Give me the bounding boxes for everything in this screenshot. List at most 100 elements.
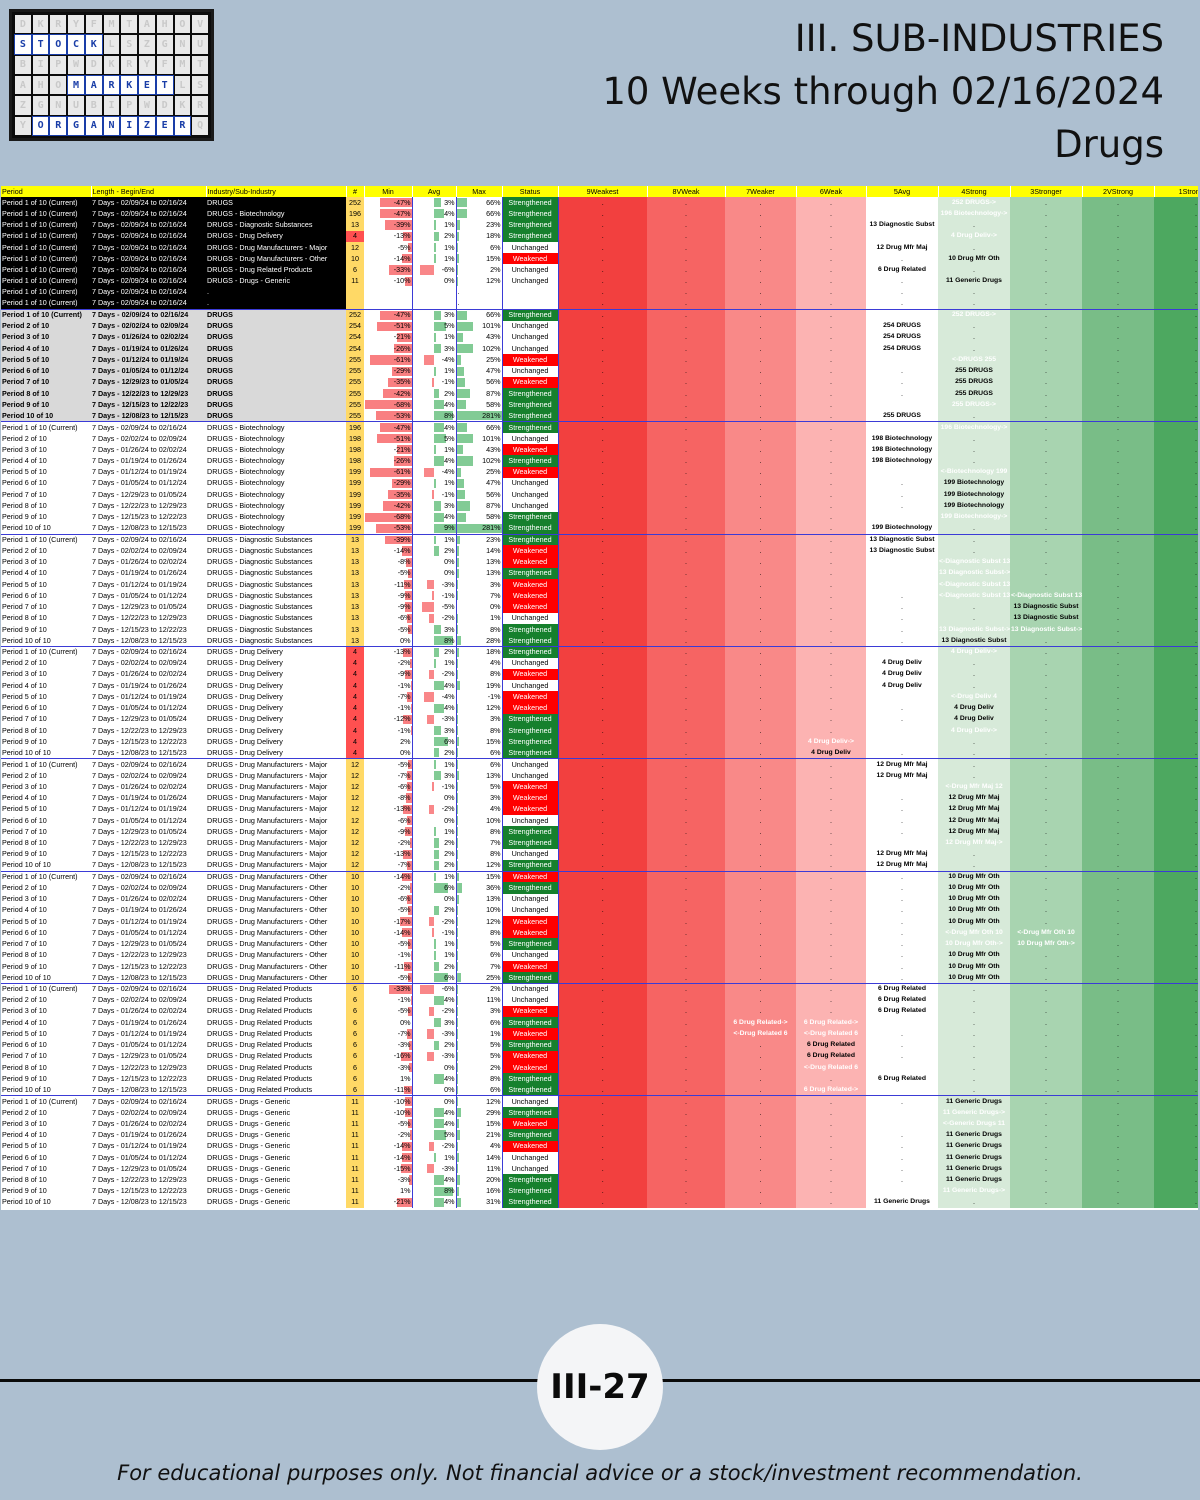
max-cell: 8% <box>455 668 502 681</box>
level-cell-7weaker: . <box>725 556 796 568</box>
min-bar <box>407 815 412 826</box>
length-cell: 7 Days - 12/08/23 to 12/15/23 <box>92 1197 187 1207</box>
level-cell-2vstrong: . <box>1082 421 1154 433</box>
max-bar <box>457 1051 458 1062</box>
avg-bar <box>434 512 444 522</box>
table-row: Period 10 of 10 7 Days - 12/08/23 to 12/1… <box>1 522 1198 535</box>
avg-cell: 3% <box>411 197 456 209</box>
level-cell-9weakest: . <box>558 275 647 287</box>
level-cell-7weaker: . <box>725 635 796 647</box>
header-9weakest[interactable]: 9Weakest <box>558 186 648 197</box>
header-max[interactable]: Max <box>456 186 503 197</box>
header-[interactable]: # <box>346 186 365 197</box>
status-badge: Weakened <box>501 590 559 602</box>
header-industry-sub-industry[interactable]: Industry/Sub-Industry <box>206 186 347 197</box>
header-2vstrong[interactable]: 2VStrong <box>1082 186 1155 197</box>
header-7weaker[interactable]: 7Weaker <box>725 186 797 197</box>
industry-cell: DRUGS - Drugs - Generic <box>206 275 346 287</box>
table-row: Period 6 of 10 7 Days - 01/05/24 to 01/12… <box>1 927 1198 939</box>
min-bar <box>408 568 412 578</box>
level-cell-6weak: . <box>796 1095 866 1107</box>
count-cell: 255 <box>346 387 364 400</box>
level-cell-2vstrong: . <box>1082 927 1154 939</box>
level-cell-7weaker: . <box>725 320 796 332</box>
level-cell-3stronger: . <box>1010 1062 1082 1074</box>
period-cell: Period 2 of 10 <box>1 320 91 332</box>
level-cell-1strongest: . <box>1154 870 1198 883</box>
min-bar <box>379 423 412 432</box>
period-cell: Period 5 of 10 <box>1 354 91 366</box>
header-avg[interactable]: Avg <box>412 186 457 197</box>
header-4strong[interactable]: 4Strong <box>938 186 1011 197</box>
count-cell: 10 <box>346 882 364 894</box>
status-badge: Weakened <box>501 691 559 703</box>
header-8vweak[interactable]: 8VWeak <box>647 186 726 197</box>
logo-filler-letter: Y <box>139 55 155 74</box>
level-cell-4strong: 10 Drug Mfr Oth <box>938 972 1010 984</box>
count-cell: 199 <box>346 522 364 535</box>
industry-cell: DRUGS - Drug Manufacturers - Major <box>207 815 328 825</box>
header-3stronger[interactable]: 3Stronger <box>1010 186 1083 197</box>
level-cell-8vweak: . <box>647 387 725 400</box>
level-cell-3stronger: . <box>1010 308 1082 321</box>
max-value: 102% <box>482 343 501 353</box>
level-cell-9weakest: . <box>558 253 647 265</box>
logo-letter: G <box>67 115 85 137</box>
level-cell-8vweak: . <box>647 421 725 433</box>
length-cell: 7 Days - 01/26/24 to 02/02/24 <box>92 669 187 679</box>
header-status[interactable]: Status <box>502 186 559 197</box>
level-cell-5avg: 4 Drug Deliv-> <box>866 645 938 658</box>
level-cell-1strongest: . <box>1154 511 1198 523</box>
logo-filler-letter: G <box>156 35 173 54</box>
length-cell: 7 Days - 02/09/24 to 02/16/24 <box>91 298 206 310</box>
min-bar <box>405 591 412 601</box>
level-cell-9weakest: . <box>558 702 647 714</box>
max-bar <box>457 669 458 680</box>
level-cell-8vweak: . <box>647 343 725 355</box>
header-period[interactable]: Period <box>1 186 92 197</box>
level-cell-1strongest: . <box>1154 893 1198 905</box>
table-row: Period 10 of 10 7 Days - 12/08/23 to 12/1… <box>1 859 1198 872</box>
max-value: 13% <box>486 770 501 780</box>
avg-bar <box>424 355 434 365</box>
header-length-begin-end[interactable]: Length - Begin/End <box>91 186 207 197</box>
header-6weak[interactable]: 6Weak <box>796 186 867 197</box>
level-cell-9weakest: . <box>558 1106 647 1119</box>
level-cell-9weakest: . <box>558 1028 647 1040</box>
avg-bar <box>419 984 434 994</box>
header-5avg[interactable]: 5Avg <box>866 186 939 197</box>
period-cell: Period 1 of 10 (Current) <box>1 264 91 276</box>
industry-cell: DRUGS - Drug Related Products <box>206 264 346 276</box>
status-badge: Unchanged <box>501 1151 559 1164</box>
min-cell: -14% <box>364 1152 412 1163</box>
avg-value: -3% <box>441 579 455 589</box>
max-bar <box>457 423 468 432</box>
level-cell-4strong: 10 Drug Mfr Oth <box>938 253 1010 265</box>
length-cell: 7 Days - 12/15/23 to 12/22/23 <box>91 399 206 411</box>
status-badge: Strengthened <box>501 1129 559 1141</box>
min-cell: -5% <box>364 758 412 770</box>
header-1strongest[interactable]: 1Strongest <box>1154 186 1198 197</box>
avg-value: -3% <box>441 1028 455 1038</box>
level-cell-3stronger: . <box>1010 331 1082 344</box>
level-cell-9weakest: . <box>558 354 647 366</box>
level-cell-8vweak: . <box>647 455 725 467</box>
min-cell: -6% <box>364 815 412 826</box>
level-cell-9weakest: . <box>558 264 647 276</box>
header-min[interactable]: Min <box>364 186 413 197</box>
status-badge: Weakened <box>501 1050 559 1063</box>
level-cell-1strongest: . <box>1154 500 1198 512</box>
level-cell-2vstrong: . <box>1082 758 1154 770</box>
level-cell-1strongest: . <box>1154 286 1198 299</box>
table-row: Period 1 of 10 (Current) 7 Days - 02/09/2… <box>1 275 1198 287</box>
max-value: 4% <box>490 658 501 668</box>
logo-filler-letter: N <box>50 96 67 115</box>
max-bar <box>457 490 466 500</box>
count-cell: 4 <box>346 736 364 748</box>
level-cell-8vweak: . <box>647 994 725 1006</box>
level-cell-2vstrong: . <box>1082 904 1154 916</box>
period-cell: Period 7 of 10 <box>2 489 47 499</box>
status-badge: Weakened <box>501 702 559 714</box>
period-cell: Period 7 of 10 <box>2 826 47 836</box>
level-cell-3stronger: . <box>1010 803 1082 815</box>
